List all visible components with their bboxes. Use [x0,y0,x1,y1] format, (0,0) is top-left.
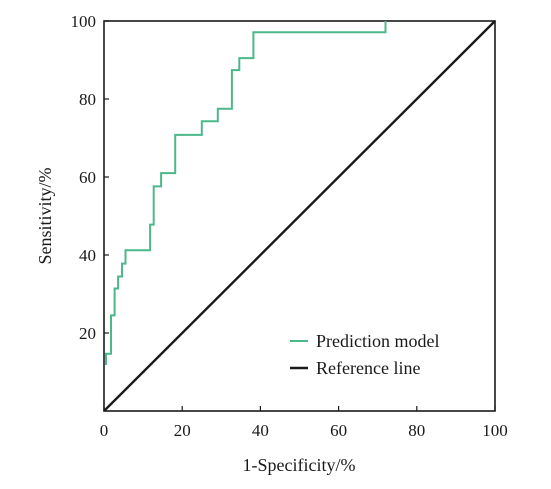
plot-frame [103,20,496,412]
y-tick-label: 40 [79,246,96,265]
plot-area [103,20,496,412]
series-layer [103,20,496,412]
x-tick-label: 60 [330,421,347,440]
legend: Prediction model Reference line [290,331,439,378]
y-axis-title: Sensitivity/% [35,167,55,264]
y-axis-ticks: 20 40 60 80 100 [71,12,109,343]
x-axis-title: 1-Specificity/% [243,455,356,475]
legend-label: Prediction model [316,331,439,351]
x-tick-label: 0 [100,421,109,440]
y-tick-label: 100 [71,12,97,31]
legend-label: Reference line [316,358,420,378]
series-line-prediction-model [105,21,387,365]
x-tick-label: 100 [482,421,508,440]
y-tick-label: 60 [79,168,96,187]
x-axis-ticks: 0 20 40 60 80 100 [100,406,508,440]
x-tick-label: 20 [174,421,191,440]
y-tick-label: 80 [79,90,96,109]
series-line-reference [103,20,496,412]
x-tick-label: 80 [408,421,425,440]
y-tick-label: 20 [79,324,96,343]
x-tick-label: 40 [252,421,269,440]
